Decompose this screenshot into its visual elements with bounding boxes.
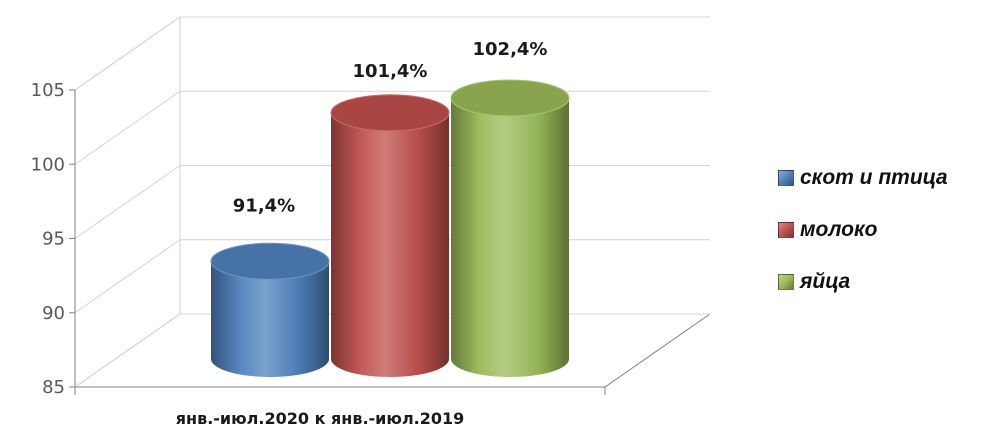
y-tick-label: 100: [31, 154, 65, 175]
legend-swatch-livestock: [778, 170, 794, 186]
bar-eggs: [450, 79, 570, 377]
data-labels: 91,4% 101,4% 102,4%: [233, 39, 548, 216]
y-tick-label: 85: [42, 377, 65, 398]
legend-swatch-eggs: [778, 274, 794, 290]
legend: скот и птица молоко яйца: [778, 152, 948, 308]
y-tick-label: 95: [42, 229, 65, 250]
bar-eggs-body: [451, 97, 569, 377]
data-label: 91,4%: [233, 195, 295, 216]
bar-milk: [330, 94, 450, 378]
legend-item-eggs: яйца: [778, 256, 948, 308]
bar-livestock-body: [211, 261, 329, 377]
legend-swatch-milk: [778, 222, 794, 238]
category-label: янв.-июл.2020 к янв.-июл.2019: [176, 409, 465, 428]
bar-eggs-top: [450, 79, 570, 117]
y-tick-label: 105: [31, 80, 65, 101]
bar-milk-body: [331, 112, 449, 378]
legend-label-milk: молоко: [800, 218, 878, 241]
data-label: 102,4%: [473, 39, 548, 60]
bar-milk-top: [330, 94, 450, 132]
gridline: [74, 16, 710, 91]
data-label: 101,4%: [353, 61, 428, 82]
y-tick-label: 90: [42, 303, 65, 324]
bars: [210, 79, 570, 378]
bar-livestock: [210, 242, 330, 377]
legend-label-eggs: яйца: [800, 270, 851, 293]
bar-livestock-top: [210, 242, 330, 280]
legend-item-milk: молоко: [778, 204, 948, 256]
legend-item-livestock: скот и птица: [778, 152, 948, 204]
legend-label-livestock: скот и птица: [800, 166, 948, 189]
y-axis: 85 90 95 100 105: [31, 80, 606, 398]
